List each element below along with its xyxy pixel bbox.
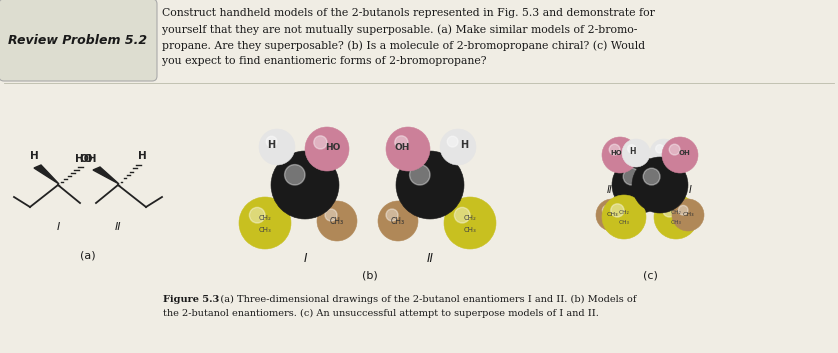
Text: you expect to find enantiomeric forms of 2-bromopropane?: you expect to find enantiomeric forms of… bbox=[162, 56, 487, 66]
Text: CH₂: CH₂ bbox=[259, 215, 272, 221]
Circle shape bbox=[612, 157, 668, 213]
Text: I: I bbox=[689, 185, 691, 195]
Text: yourself that they are not mutually superposable. (a) Make similar models of 2-b: yourself that they are not mutually supe… bbox=[162, 24, 638, 35]
Circle shape bbox=[239, 197, 291, 249]
Circle shape bbox=[623, 168, 640, 185]
Text: H: H bbox=[665, 146, 671, 156]
Text: Construct handheld models of the 2-butanols represented in Fig. 5.3 and demonstr: Construct handheld models of the 2-butan… bbox=[162, 8, 654, 18]
Circle shape bbox=[632, 157, 688, 213]
Text: H: H bbox=[137, 151, 147, 161]
Polygon shape bbox=[34, 165, 59, 184]
Circle shape bbox=[662, 137, 698, 173]
Text: H: H bbox=[267, 140, 275, 150]
FancyBboxPatch shape bbox=[0, 0, 157, 81]
Text: propane. Are they superposable? (b) Is a molecule of 2-bromopropane chiral? (c) : propane. Are they superposable? (b) Is a… bbox=[162, 40, 645, 50]
Text: CH₂: CH₂ bbox=[463, 215, 477, 221]
Text: I: I bbox=[56, 222, 59, 232]
Circle shape bbox=[444, 197, 496, 249]
Circle shape bbox=[611, 204, 624, 217]
Circle shape bbox=[313, 136, 327, 149]
Text: II: II bbox=[427, 251, 433, 264]
Circle shape bbox=[672, 199, 704, 231]
Circle shape bbox=[266, 136, 277, 147]
Text: HO: HO bbox=[75, 154, 93, 164]
Text: CH₃: CH₃ bbox=[682, 213, 694, 217]
Circle shape bbox=[250, 208, 265, 223]
Circle shape bbox=[602, 137, 638, 173]
Circle shape bbox=[447, 136, 458, 147]
Text: (c): (c) bbox=[643, 270, 658, 280]
Circle shape bbox=[679, 205, 688, 215]
Circle shape bbox=[440, 129, 476, 165]
Circle shape bbox=[654, 195, 698, 239]
Circle shape bbox=[259, 129, 295, 165]
Circle shape bbox=[622, 139, 650, 167]
Circle shape bbox=[603, 205, 612, 215]
Text: OH: OH bbox=[678, 150, 690, 156]
Text: CH₂: CH₂ bbox=[618, 210, 629, 215]
Text: HO: HO bbox=[325, 143, 341, 151]
Text: CH₃: CH₃ bbox=[618, 221, 629, 226]
Text: the 2-butanol enantiomers. (c) An unsuccessful attempt to superpose models of I : the 2-butanol enantiomers. (c) An unsucc… bbox=[163, 309, 599, 318]
Circle shape bbox=[386, 209, 398, 221]
Text: OH: OH bbox=[395, 143, 410, 151]
Circle shape bbox=[410, 164, 430, 185]
Circle shape bbox=[454, 208, 470, 223]
Circle shape bbox=[609, 144, 620, 155]
Text: CH₃: CH₃ bbox=[259, 227, 272, 233]
Text: H: H bbox=[29, 151, 39, 161]
Text: Review Problem 5.2: Review Problem 5.2 bbox=[8, 34, 147, 47]
Circle shape bbox=[305, 127, 349, 171]
Circle shape bbox=[644, 168, 660, 185]
Text: H: H bbox=[628, 146, 635, 156]
Text: OH: OH bbox=[80, 154, 96, 164]
Circle shape bbox=[602, 195, 646, 239]
Text: (b): (b) bbox=[362, 270, 378, 280]
Circle shape bbox=[378, 201, 418, 241]
Circle shape bbox=[396, 151, 464, 219]
Text: II: II bbox=[607, 185, 613, 195]
Text: II: II bbox=[115, 222, 122, 232]
Circle shape bbox=[317, 201, 357, 241]
Circle shape bbox=[325, 209, 337, 221]
Text: CH₃: CH₃ bbox=[463, 227, 476, 233]
Text: CH₃: CH₃ bbox=[391, 216, 405, 226]
Circle shape bbox=[386, 127, 430, 171]
Text: H: H bbox=[460, 140, 468, 150]
Circle shape bbox=[628, 145, 636, 153]
Circle shape bbox=[285, 164, 305, 185]
Text: CH₃: CH₃ bbox=[670, 221, 681, 226]
Circle shape bbox=[596, 199, 628, 231]
Text: CH₃: CH₃ bbox=[330, 216, 344, 226]
Polygon shape bbox=[93, 167, 119, 184]
Circle shape bbox=[271, 151, 339, 219]
Circle shape bbox=[395, 136, 408, 149]
Text: (a) Three-dimensional drawings of the 2-butanol enantiomers I and II. (b) Models: (a) Three-dimensional drawings of the 2-… bbox=[211, 295, 636, 304]
Circle shape bbox=[655, 145, 664, 153]
Circle shape bbox=[663, 204, 676, 217]
Text: I: I bbox=[303, 251, 307, 264]
Circle shape bbox=[650, 139, 678, 167]
Circle shape bbox=[670, 144, 680, 155]
Text: CH₂: CH₂ bbox=[670, 210, 681, 215]
Text: CH₃: CH₃ bbox=[606, 213, 618, 217]
Text: HO: HO bbox=[610, 150, 622, 156]
Text: (a): (a) bbox=[80, 251, 96, 261]
Text: Figure 5.3: Figure 5.3 bbox=[163, 295, 220, 304]
